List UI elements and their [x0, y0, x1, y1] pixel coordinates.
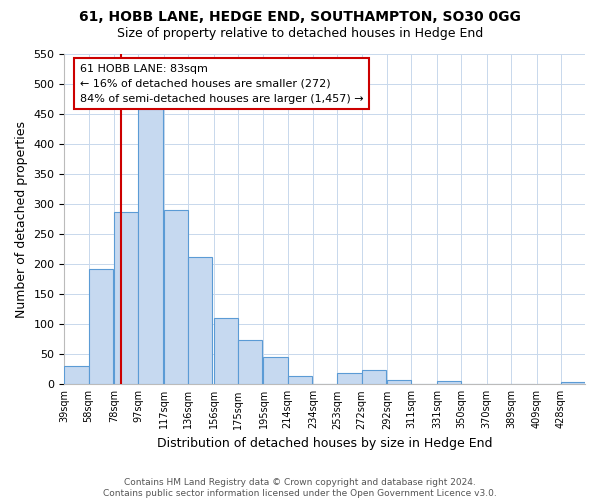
Bar	[437, 382, 461, 384]
Bar	[561, 382, 585, 384]
Bar	[139, 110, 163, 384]
Bar	[387, 380, 412, 384]
Bar	[114, 212, 139, 384]
Bar	[164, 210, 188, 384]
X-axis label: Distribution of detached houses by size in Hedge End: Distribution of detached houses by size …	[157, 437, 493, 450]
Text: 61 HOBB LANE: 83sqm
← 16% of detached houses are smaller (272)
84% of semi-detac: 61 HOBB LANE: 83sqm ← 16% of detached ho…	[80, 64, 364, 104]
Text: 61, HOBB LANE, HEDGE END, SOUTHAMPTON, SO30 0GG: 61, HOBB LANE, HEDGE END, SOUTHAMPTON, S…	[79, 10, 521, 24]
Bar	[287, 376, 312, 384]
Bar	[238, 340, 262, 384]
Bar	[362, 370, 386, 384]
Y-axis label: Number of detached properties: Number of detached properties	[15, 120, 28, 318]
Bar	[263, 356, 287, 384]
Bar	[64, 366, 89, 384]
Text: Size of property relative to detached houses in Hedge End: Size of property relative to detached ho…	[117, 28, 483, 40]
Bar	[214, 318, 238, 384]
Text: Contains HM Land Registry data © Crown copyright and database right 2024.
Contai: Contains HM Land Registry data © Crown c…	[103, 478, 497, 498]
Bar	[89, 269, 113, 384]
Bar	[188, 257, 212, 384]
Bar	[337, 373, 362, 384]
